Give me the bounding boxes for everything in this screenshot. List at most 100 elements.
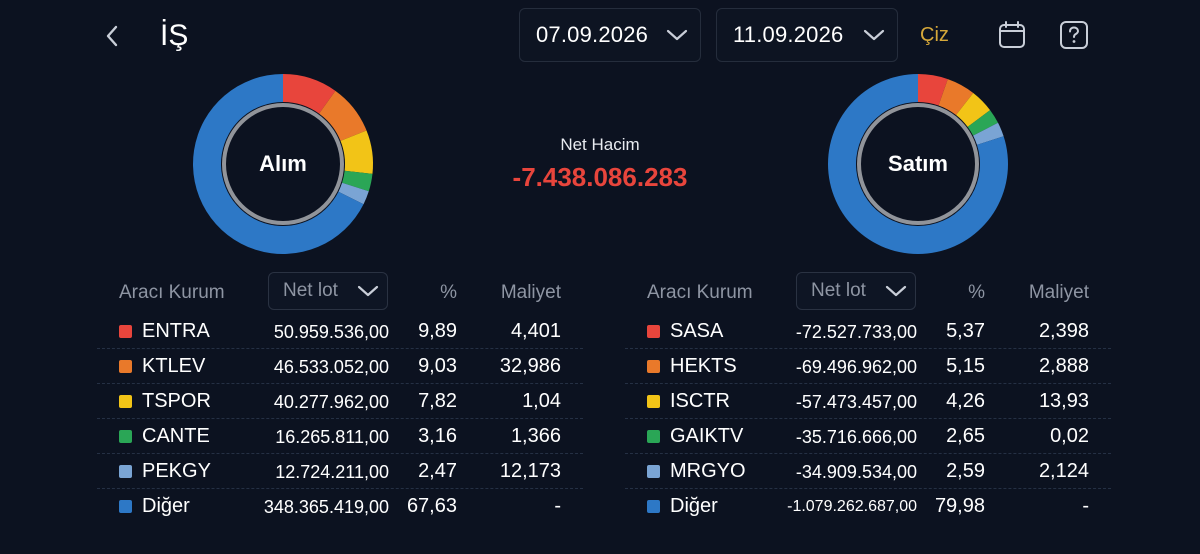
table-row[interactable]: SASA -72.527.733,00 5,37 2,398 bbox=[625, 314, 1111, 349]
calendar-button[interactable] bbox=[996, 18, 1028, 52]
cost-column-header: Maliyet bbox=[1028, 282, 1089, 303]
percent-value: 2,47 bbox=[418, 460, 457, 482]
chevron-down-icon bbox=[357, 285, 379, 297]
cost-value: 13,93 bbox=[1038, 390, 1089, 412]
back-button[interactable] bbox=[96, 18, 128, 54]
cost-value: 0,02 bbox=[1050, 425, 1089, 447]
chevron-down-icon bbox=[666, 29, 688, 41]
table-row[interactable]: GAIKTV -35.716.666,00 2,65 0,02 bbox=[625, 419, 1111, 454]
broker-name: KTLEV bbox=[142, 355, 206, 377]
buy-rows: ENTRA 50.959.536,00 9,89 4,401 KTLEV 46.533.0… bbox=[97, 314, 583, 524]
color-swatch bbox=[647, 325, 660, 338]
net-volume-value: -7.438.086.283 bbox=[512, 162, 688, 192]
broker-name: PEKGY bbox=[142, 460, 211, 482]
buy-table: Aracı Kurum Net lot % Maliyet ENTRA 50.95… bbox=[97, 272, 583, 524]
donut-slice-tspor bbox=[340, 130, 373, 174]
net-volume-label: Net Hacim bbox=[560, 135, 640, 154]
donut-slice-mrgyo bbox=[973, 122, 1004, 145]
cost-value: 2,124 bbox=[1038, 460, 1089, 482]
net-lot-value: -57.473.457,00 bbox=[795, 392, 917, 412]
end-date-value: 11.09.2026 bbox=[733, 22, 844, 47]
color-swatch bbox=[119, 360, 132, 373]
table-row[interactable]: PEKGY 12.724.211,00 2,47 12,173 bbox=[97, 454, 583, 489]
percent-value: 9,03 bbox=[418, 355, 457, 377]
sell-donut-chart: Satım bbox=[826, 72, 1010, 256]
color-swatch bbox=[647, 465, 660, 478]
table-row[interactable]: ENTRA 50.959.536,00 9,89 4,401 bbox=[97, 314, 583, 349]
sell-label: Satım bbox=[888, 151, 948, 176]
table-row[interactable]: CANTE 16.265.811,00 3,16 1,366 bbox=[97, 419, 583, 454]
sell-table: Aracı Kurum Net lot % Maliyet SASA -72.52… bbox=[625, 272, 1111, 524]
table-row[interactable]: HEKTS -69.496.962,00 5,15 2,888 bbox=[625, 349, 1111, 384]
buy-table-header: Aracı Kurum Net lot % Maliyet bbox=[97, 272, 583, 314]
donut-slice-isctr bbox=[956, 92, 991, 127]
back-icon bbox=[106, 25, 118, 47]
buy-metric-value: Net lot bbox=[283, 280, 338, 301]
donut-slice-diğer bbox=[828, 74, 1008, 254]
donut-inner-ring bbox=[222, 103, 344, 225]
donut-slice-sasa bbox=[918, 74, 948, 106]
chevron-down-icon bbox=[885, 285, 907, 297]
cost-value: 2,888 bbox=[1038, 355, 1089, 377]
net-lot-value: 348.365.419,00 bbox=[263, 497, 389, 517]
table-row[interactable]: KTLEV 46.533.052,00 9,03 32,986 bbox=[97, 349, 583, 384]
table-row[interactable]: Diğer 348.365.419,00 67,63 - bbox=[97, 489, 583, 524]
help-button[interactable] bbox=[1058, 18, 1090, 52]
color-swatch bbox=[119, 395, 132, 408]
net-lot-value: -35.716.666,00 bbox=[795, 427, 917, 447]
net-lot-value: 12.724.211,00 bbox=[275, 462, 389, 482]
donut-hole bbox=[862, 108, 974, 220]
table-row[interactable]: TSPOR 40.277.962,00 7,82 1,04 bbox=[97, 384, 583, 419]
percent-value: 7,82 bbox=[418, 390, 457, 412]
percent-column-header: % bbox=[968, 282, 985, 303]
percent-value: 9,89 bbox=[418, 320, 457, 342]
net-lot-value: 40.277.962,00 bbox=[273, 392, 389, 412]
percent-value: 67,63 bbox=[406, 495, 457, 517]
net-lot-value: -34.909.534,00 bbox=[795, 462, 917, 482]
sell-metric-select[interactable]: Net lot bbox=[796, 272, 916, 310]
donut-inner-ring bbox=[857, 103, 979, 225]
cost-value: 4,401 bbox=[510, 320, 561, 342]
table-row[interactable]: Diğer -1.079.262.687,00 79,98 - bbox=[625, 489, 1111, 524]
broker-name: MRGYO bbox=[670, 460, 746, 482]
cost-value: - bbox=[1082, 495, 1089, 517]
chevron-down-icon bbox=[863, 29, 885, 41]
color-swatch bbox=[647, 395, 660, 408]
start-date-value: 07.09.2026 bbox=[536, 22, 649, 47]
cost-value: 32,986 bbox=[499, 355, 561, 377]
sell-rows: SASA -72.527.733,00 5,37 2,398 HEKTS -69.496.… bbox=[625, 314, 1111, 524]
percent-column-header: % bbox=[440, 282, 457, 303]
sell-table-header: Aracı Kurum Net lot % Maliyet bbox=[625, 272, 1111, 314]
color-swatch bbox=[647, 500, 660, 513]
net-lot-value: 46.533.052,00 bbox=[273, 357, 389, 377]
donut-hole bbox=[227, 108, 339, 220]
color-swatch bbox=[119, 500, 132, 513]
draw-button[interactable]: Çiz bbox=[920, 24, 949, 46]
end-date-select[interactable]: 11.09.2026 bbox=[716, 8, 898, 62]
net-lot-value: 50.959.536,00 bbox=[273, 322, 389, 342]
donut-slice-cante bbox=[342, 170, 373, 192]
broker-name: Diğer bbox=[670, 495, 718, 517]
net-volume: Net Hacim -7.438.086.283 bbox=[480, 134, 720, 194]
start-date-select[interactable]: 07.09.2026 bbox=[519, 8, 701, 62]
net-lot-value: -72.527.733,00 bbox=[795, 322, 917, 342]
buy-label: Alım bbox=[259, 151, 307, 176]
broker-name: SASA bbox=[670, 320, 724, 342]
broker-name: TSPOR bbox=[142, 390, 211, 412]
broker-column-header: Aracı Kurum bbox=[647, 282, 753, 303]
donut-slice-entra bbox=[283, 74, 336, 114]
table-row[interactable]: ISCTR -57.473.457,00 4,26 13,93 bbox=[625, 384, 1111, 419]
net-lot-value: -69.496.962,00 bbox=[795, 357, 917, 377]
percent-value: 2,59 bbox=[946, 460, 985, 482]
buy-donut-chart: Alım bbox=[191, 72, 375, 256]
cost-column-header: Maliyet bbox=[500, 282, 561, 303]
broker-name: GAIKTV bbox=[670, 425, 744, 447]
color-swatch bbox=[119, 465, 132, 478]
broker-column-header: Aracı Kurum bbox=[119, 282, 225, 303]
table-row[interactable]: MRGYO -34.909.534,00 2,59 2,124 bbox=[625, 454, 1111, 489]
donut-slice-ktlev bbox=[319, 90, 367, 141]
buy-metric-select[interactable]: Net lot bbox=[268, 272, 388, 310]
calendar-icon bbox=[999, 21, 1025, 48]
net-lot-value: -1.079.262.687,00 bbox=[787, 498, 917, 515]
donut-slice-diğer bbox=[193, 74, 364, 255]
